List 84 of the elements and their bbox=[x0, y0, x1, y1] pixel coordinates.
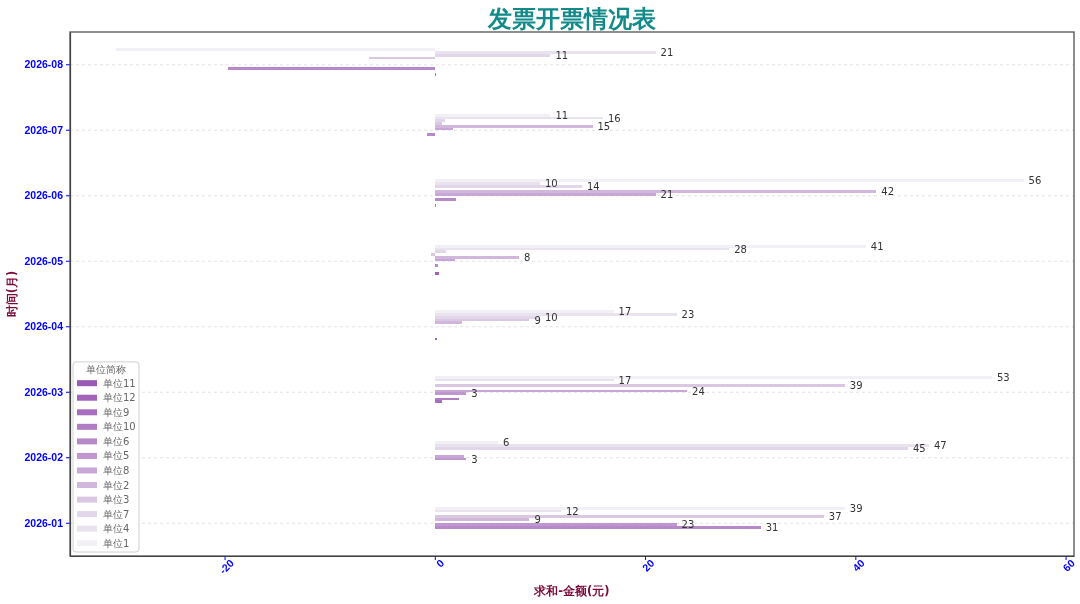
bar bbox=[434, 390, 688, 392]
data-label: 37 bbox=[828, 511, 842, 522]
chart-title: 发票开票情况表 bbox=[487, 5, 656, 33]
data-label: 24 bbox=[692, 385, 705, 397]
bar bbox=[434, 319, 530, 321]
legend-label: 单位11 bbox=[103, 377, 136, 389]
y-tick-label: 2026-04 bbox=[24, 320, 64, 333]
bar bbox=[434, 392, 467, 395]
bar bbox=[434, 321, 463, 324]
legend-label: 单位5 bbox=[103, 450, 130, 462]
data-label: 17 bbox=[618, 306, 632, 317]
bar bbox=[434, 526, 761, 529]
y-tick-label: 2026-05 bbox=[24, 254, 64, 267]
data-label: 10 bbox=[544, 178, 558, 189]
bar bbox=[368, 57, 435, 59]
data-label: 39 bbox=[849, 503, 863, 514]
data-label: 42 bbox=[881, 186, 895, 197]
data-label: 3 bbox=[471, 453, 478, 465]
data-label: 12 bbox=[565, 505, 579, 517]
x-tick-label: 0 bbox=[433, 556, 447, 570]
bar bbox=[434, 338, 437, 340]
data-label: 9 bbox=[534, 514, 541, 525]
legend-label: 单位2 bbox=[103, 479, 130, 491]
y-tick-label: 2026-03 bbox=[24, 385, 64, 398]
bar bbox=[434, 125, 593, 128]
bar bbox=[434, 523, 677, 526]
y-tick-label: 2026-02 bbox=[24, 451, 64, 464]
x-tick-label: 40 bbox=[849, 556, 867, 574]
data-label: 41 bbox=[870, 241, 884, 252]
bar bbox=[434, 128, 453, 130]
data-label: 31 bbox=[765, 522, 779, 533]
y-tick-label: 2026-06 bbox=[24, 189, 64, 202]
x-tick-label: 60 bbox=[1060, 556, 1078, 574]
x-tick-label: 20 bbox=[639, 556, 657, 574]
bar bbox=[434, 256, 519, 259]
bar bbox=[434, 518, 530, 521]
x-tick-label: -20 bbox=[216, 556, 237, 577]
y-tick-label: 2026-08 bbox=[24, 58, 64, 71]
data-label: 21 bbox=[660, 189, 674, 200]
data-label: 45 bbox=[912, 443, 926, 454]
y-axis-title: 时间(月) bbox=[5, 270, 19, 318]
legend-label: 单位9 bbox=[103, 406, 130, 418]
data-label: 39 bbox=[849, 380, 863, 391]
data-label: 47 bbox=[933, 440, 947, 451]
bar bbox=[434, 400, 443, 403]
legend-label: 单位10 bbox=[103, 421, 136, 433]
legend-label: 单位6 bbox=[103, 435, 130, 447]
data-label: 17 bbox=[618, 374, 632, 386]
data-label: 6 bbox=[502, 437, 510, 448]
bar bbox=[434, 198, 456, 201]
bar bbox=[434, 384, 845, 387]
data-label: 21 bbox=[660, 47, 674, 58]
legend-title: 单位简称 bbox=[86, 363, 126, 375]
y-tick-label: 2026-01 bbox=[24, 516, 64, 529]
y-tick-label: 2026-07 bbox=[24, 123, 64, 136]
legend-label: 单位1 bbox=[103, 537, 130, 549]
data-label: 10 bbox=[544, 312, 558, 323]
bar bbox=[434, 185, 582, 188]
bar bbox=[227, 67, 435, 70]
bar bbox=[434, 398, 459, 400]
data-label: 3 bbox=[471, 388, 478, 399]
x-axis-title: 求和-金额(元) bbox=[533, 584, 610, 598]
legend-label: 单位12 bbox=[103, 392, 136, 404]
data-label: 53 bbox=[997, 372, 1010, 383]
bar bbox=[427, 133, 435, 136]
legend-label: 单位7 bbox=[103, 508, 130, 520]
bar bbox=[434, 259, 455, 261]
legend-label: 单位8 bbox=[103, 464, 130, 476]
data-label: 14 bbox=[586, 181, 600, 192]
data-label: 23 bbox=[681, 309, 695, 320]
bar bbox=[434, 272, 440, 275]
data-label: 9 bbox=[534, 314, 541, 326]
data-label: 16 bbox=[608, 112, 621, 124]
bar bbox=[430, 253, 435, 256]
bar bbox=[434, 193, 656, 196]
legend-label: 单位4 bbox=[103, 523, 130, 535]
data-label: 11 bbox=[555, 50, 569, 61]
bar bbox=[434, 264, 438, 267]
data-label: 11 bbox=[555, 110, 569, 121]
data-label: 28 bbox=[734, 243, 747, 255]
legend-label: 单位3 bbox=[103, 494, 130, 506]
data-label: 56 bbox=[1028, 175, 1042, 186]
data-label: 15 bbox=[597, 121, 611, 132]
data-label: 8 bbox=[523, 252, 531, 263]
